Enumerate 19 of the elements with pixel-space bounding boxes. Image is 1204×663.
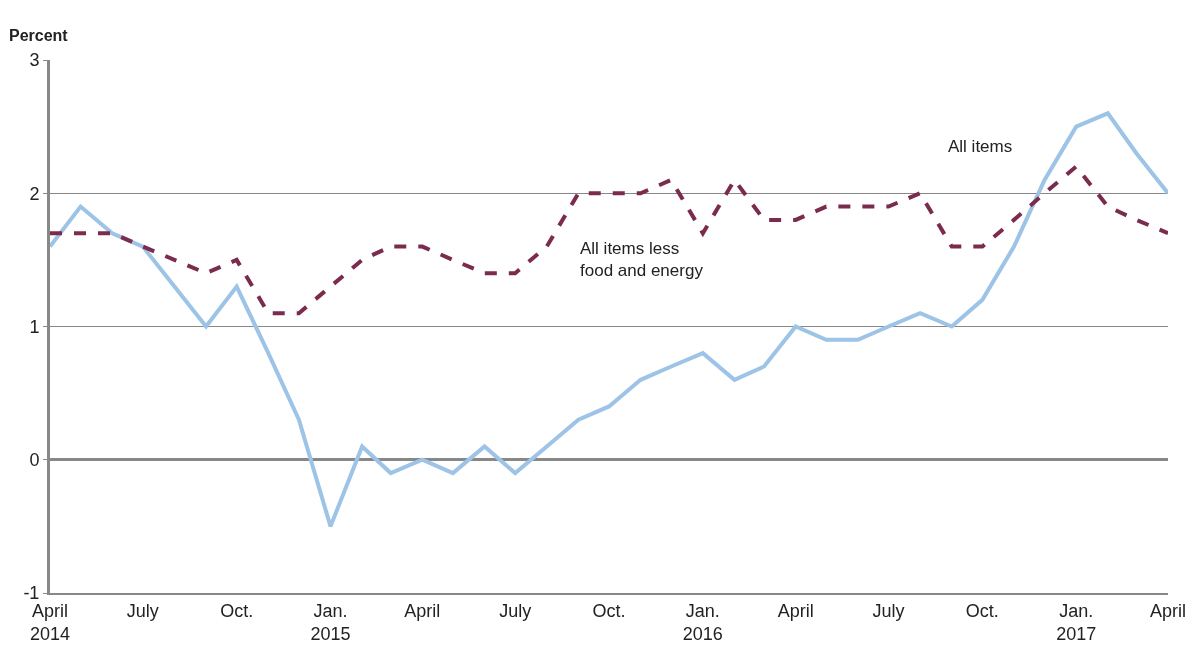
x-tick-label: Oct. — [220, 600, 254, 621]
series-label: All items less food and energy — [580, 239, 704, 281]
x-tick-label: July — [126, 600, 159, 621]
x-tick-label: July — [872, 600, 905, 621]
x-tick-label: Oct. — [592, 600, 626, 621]
y-tick-label: 3 — [29, 50, 40, 71]
y-tick-label: 0 — [29, 450, 40, 471]
x-tick-label: Jan. 2016 — [682, 600, 723, 644]
x-tick-label: April — [404, 600, 441, 621]
x-tick-label: Jan. 2015 — [310, 600, 351, 644]
x-tick-label: April — [777, 600, 814, 621]
y-tick-label: 1 — [29, 316, 40, 337]
x-tick-label: April — [1149, 600, 1187, 621]
y-axis-title: Percent — [9, 27, 69, 44]
x-tick-label: Jan. 2017 — [1056, 600, 1097, 644]
x-tick-label: Oct. — [965, 600, 999, 621]
text: All items — [948, 137, 1013, 156]
x-tick-label: July — [499, 600, 532, 621]
y-tick-label: 2 — [29, 183, 40, 204]
